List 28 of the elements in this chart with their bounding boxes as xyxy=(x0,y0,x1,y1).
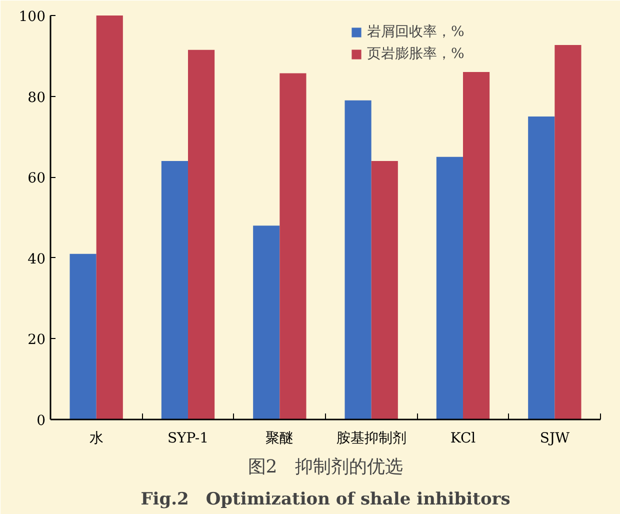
x-tick-label: 聚醚 xyxy=(266,430,294,446)
bar xyxy=(96,16,123,420)
bar xyxy=(436,156,463,420)
y-tick-label: 0 xyxy=(36,413,46,429)
x-tick-label: SYP-1 xyxy=(167,430,209,446)
bar xyxy=(463,72,490,420)
y-tick-label: 20 xyxy=(28,332,46,348)
y-tick-label: 60 xyxy=(28,170,46,187)
bar xyxy=(554,44,582,420)
x-tick-label: 胺基抑制剂 xyxy=(336,430,406,446)
bar xyxy=(70,254,96,420)
x-tick-label: 水 xyxy=(89,430,104,446)
legend-label: 岩屑回收率，% xyxy=(367,23,464,41)
bar xyxy=(253,226,280,420)
bar xyxy=(371,160,398,420)
bar xyxy=(161,160,188,420)
y-tick-label: 100 xyxy=(18,9,46,25)
x-tick-label: SJW xyxy=(540,430,570,446)
text: 图2 抑制剂的优选 xyxy=(248,456,404,478)
bar xyxy=(280,73,306,420)
y-tick-label: 40 xyxy=(28,251,46,268)
y-tick-label: 80 xyxy=(28,90,46,106)
bar xyxy=(188,50,215,420)
bar xyxy=(528,116,555,420)
text: Fig.2 Optimization of shale inhibitors xyxy=(140,490,510,510)
x-tick-label: KCl xyxy=(450,430,476,446)
legend-label: 页岩膨胀率，% xyxy=(367,45,464,63)
bar xyxy=(344,100,372,420)
